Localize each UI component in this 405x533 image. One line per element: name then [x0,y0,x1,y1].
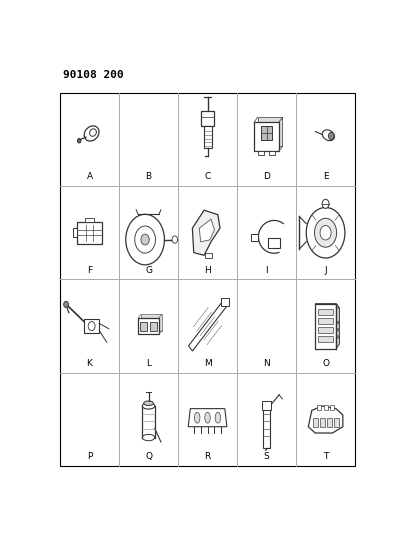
Text: K: K [87,359,92,368]
Circle shape [337,336,339,338]
Polygon shape [308,406,343,433]
Text: F: F [87,265,92,274]
Text: E: E [323,172,328,181]
Text: G: G [145,265,152,274]
Text: O: O [322,359,329,368]
Text: I: I [265,265,268,274]
Circle shape [337,321,339,324]
Bar [318,327,333,333]
Bar [138,318,159,334]
Bar [204,126,211,148]
Bar [315,303,336,349]
Text: B: B [145,172,151,181]
Ellipse shape [205,412,210,423]
Bar [262,401,271,410]
Text: Q: Q [145,452,152,461]
Polygon shape [199,219,215,242]
Bar [324,405,328,410]
Text: S: S [264,452,269,461]
Text: 90108 200: 90108 200 [63,70,124,80]
Text: P: P [87,452,92,461]
Circle shape [306,207,345,258]
Text: N: N [263,359,270,368]
Bar [334,418,339,427]
Text: L: L [146,359,151,368]
Polygon shape [336,303,339,349]
Bar [85,219,94,222]
Bar [318,309,333,316]
Bar [150,321,157,330]
Bar [318,336,333,342]
Ellipse shape [215,412,221,423]
Polygon shape [188,301,227,351]
Polygon shape [315,303,339,308]
Text: J: J [324,265,327,274]
Bar [84,319,99,333]
Circle shape [315,219,337,247]
Ellipse shape [142,403,155,409]
Circle shape [77,139,81,143]
Circle shape [337,328,339,331]
Bar [318,318,333,324]
Bar [258,117,282,147]
Text: C: C [205,172,211,181]
Circle shape [328,132,334,140]
Text: H: H [204,265,211,274]
Bar [220,298,229,306]
Bar [263,407,270,448]
Circle shape [322,199,329,208]
Bar [269,238,280,247]
Text: M: M [204,359,211,368]
Ellipse shape [142,434,155,441]
Bar [141,314,162,330]
Text: T: T [323,452,328,461]
Bar [261,126,272,140]
Polygon shape [192,210,220,255]
Bar [77,222,102,244]
Text: D: D [263,172,270,181]
Ellipse shape [144,401,153,406]
Bar [205,253,212,258]
Bar [140,321,147,330]
Bar [320,418,325,427]
Circle shape [141,234,149,245]
Bar [330,405,334,410]
Polygon shape [188,409,227,427]
Bar [258,151,264,156]
Bar [313,418,318,427]
Ellipse shape [194,412,200,423]
Bar [254,122,279,151]
Bar [269,151,275,156]
Circle shape [172,236,177,243]
Circle shape [64,301,68,308]
Bar [73,228,77,237]
Text: R: R [205,452,211,461]
Text: A: A [87,172,93,181]
Circle shape [88,321,95,330]
Bar [327,418,332,427]
Bar [251,235,258,241]
Bar [201,111,214,126]
Circle shape [320,225,331,240]
Bar [317,405,322,410]
Circle shape [126,214,164,265]
